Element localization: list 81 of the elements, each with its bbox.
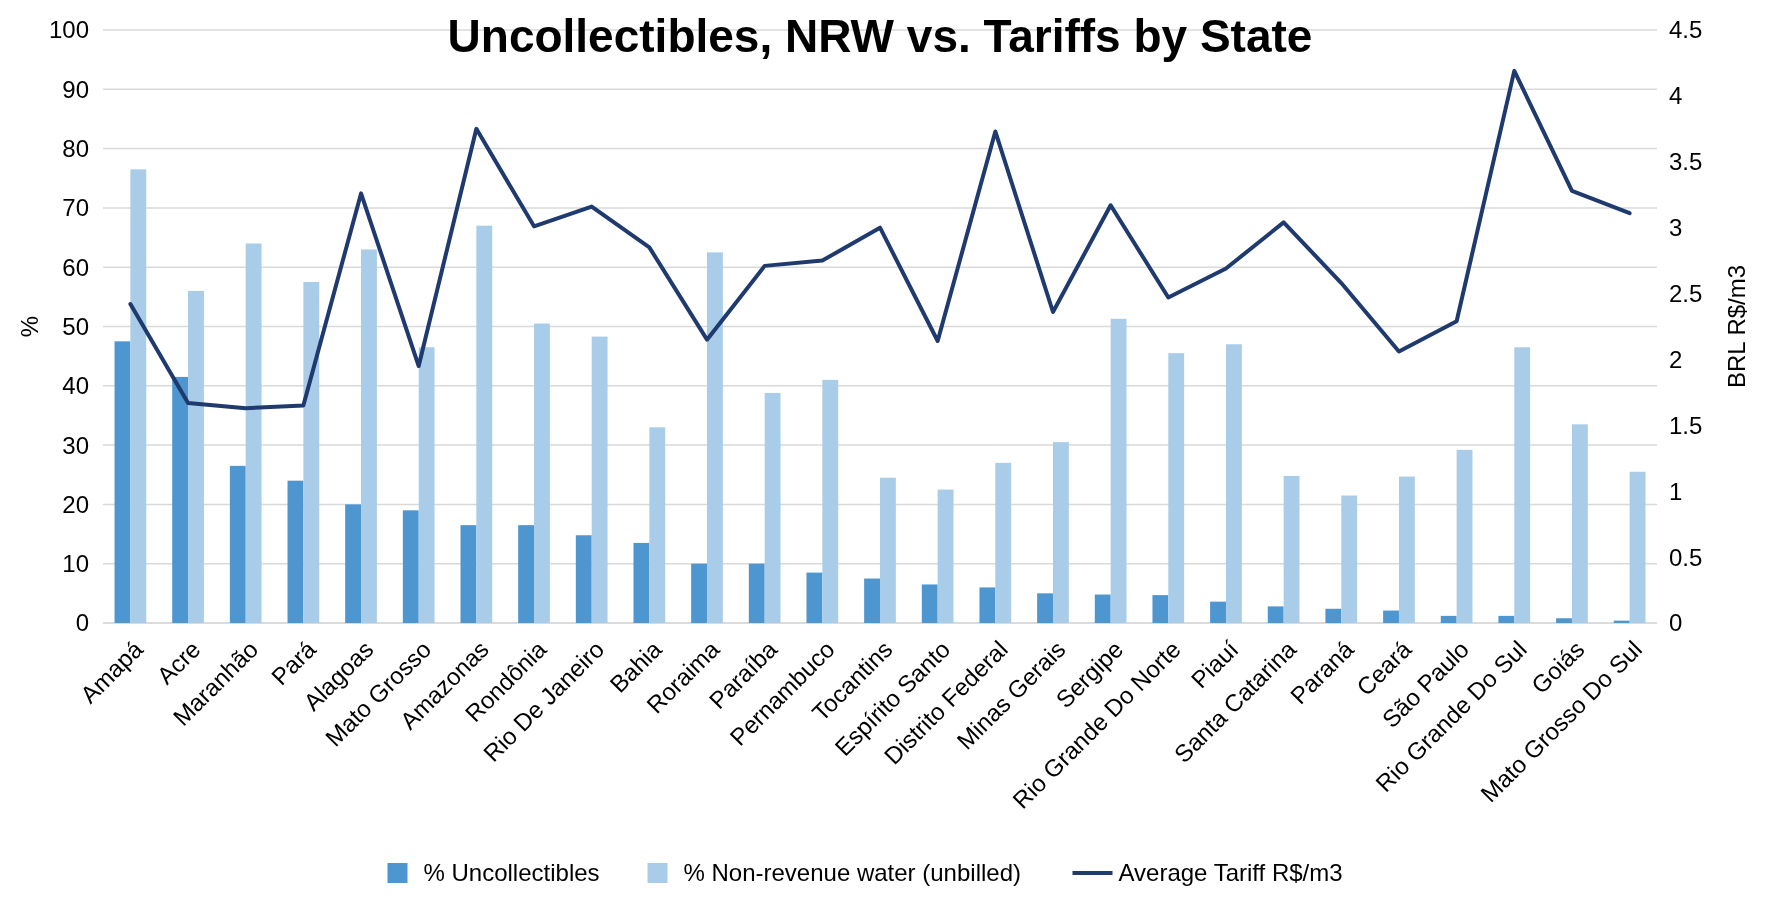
y2-tick-label: 2 — [1669, 345, 1683, 373]
bar — [748, 563, 765, 623]
y-tick-label: 20 — [62, 490, 89, 518]
bar — [361, 249, 377, 623]
bar — [1571, 424, 1588, 623]
bar — [345, 504, 362, 623]
y2-tick-label: 0 — [1669, 609, 1683, 637]
y-axis-title: % — [16, 315, 43, 338]
bar — [1225, 344, 1242, 623]
bar — [1341, 495, 1358, 623]
y-tick-label: 100 — [48, 16, 89, 44]
y-tick-label: 60 — [62, 253, 89, 281]
bar — [633, 542, 650, 623]
bar — [303, 282, 320, 623]
bar — [1094, 594, 1111, 623]
line-series — [128, 68, 1632, 411]
legend-label: % Non-revenue water (unbilled) — [683, 859, 1021, 886]
bar — [534, 323, 550, 623]
y-tick-label: 10 — [62, 550, 89, 578]
bar — [1440, 615, 1457, 623]
bar — [806, 572, 823, 623]
y-tick-label: 30 — [62, 431, 89, 459]
bar — [1456, 449, 1473, 623]
y2-axis-title: BRL R$/m3 — [1723, 264, 1750, 389]
y2-tick-label: 3 — [1669, 214, 1683, 242]
bar — [130, 169, 147, 623]
y-tick-label: 90 — [62, 75, 89, 103]
bar — [691, 563, 708, 623]
bar — [287, 480, 304, 623]
bar — [1037, 593, 1053, 623]
y2-tick-label: 2.5 — [1669, 279, 1703, 307]
legend-label: % Uncollectibles — [423, 859, 600, 886]
bar — [864, 578, 880, 623]
chart-title: Uncollectibles, NRW vs. Tariffs by State — [447, 10, 1313, 62]
bar — [649, 427, 666, 623]
y2-tick-label: 1.5 — [1669, 411, 1703, 439]
bar — [1398, 476, 1415, 623]
bar — [1168, 353, 1185, 623]
bar — [1556, 618, 1572, 623]
bar — [188, 290, 204, 623]
bar — [1283, 475, 1300, 623]
y2-tick-label: 4 — [1669, 82, 1683, 110]
y2-tick-label: 0.5 — [1669, 543, 1703, 571]
bar — [460, 525, 477, 623]
y-tick-label: 70 — [62, 194, 89, 222]
bar — [418, 347, 435, 623]
bar — [575, 535, 592, 623]
bar — [245, 243, 262, 623]
y2-tick-label: 1 — [1669, 477, 1683, 505]
legend-label: Average Tariff R$/m3 — [1118, 859, 1343, 886]
bar — [764, 392, 781, 623]
bar — [707, 252, 723, 623]
bar — [921, 584, 938, 623]
bar — [229, 465, 246, 623]
bar — [1267, 606, 1284, 623]
bar — [822, 379, 839, 623]
bar — [518, 525, 535, 623]
bar — [476, 225, 493, 623]
bar — [995, 462, 1012, 623]
bar — [402, 510, 419, 623]
bar — [172, 376, 189, 623]
bar — [1110, 318, 1127, 623]
bar — [1152, 595, 1169, 623]
y-tick-label: 0 — [75, 609, 89, 637]
bar — [979, 587, 996, 623]
y2-tick-label: 4.5 — [1669, 16, 1703, 44]
y-tick-label: 80 — [62, 135, 89, 162]
y-tick-label: 40 — [62, 372, 89, 400]
bar — [1498, 615, 1515, 623]
bar — [880, 477, 896, 623]
bar — [1052, 442, 1069, 623]
y2-tick-label: 3.5 — [1669, 148, 1703, 176]
bar — [591, 336, 608, 623]
bar — [114, 341, 131, 623]
bar — [1210, 601, 1226, 623]
bar — [1383, 610, 1399, 623]
bar — [1629, 471, 1646, 623]
bar — [1514, 347, 1531, 623]
bar — [937, 489, 954, 623]
y-tick-label: 50 — [62, 312, 89, 340]
bar — [1325, 608, 1342, 623]
